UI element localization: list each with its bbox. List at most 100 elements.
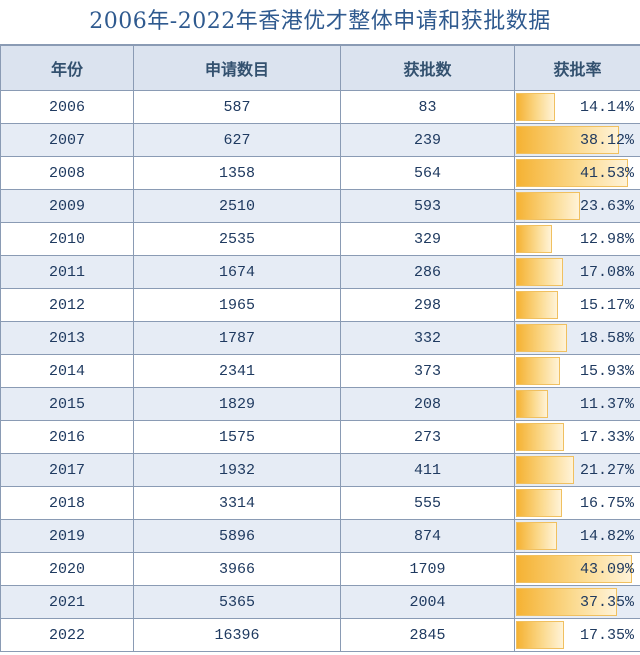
- applications-cell: 1358: [133, 156, 341, 190]
- applications-cell: 627: [133, 123, 341, 157]
- approved-cell: 555: [340, 486, 515, 520]
- applications-cell: 2510: [133, 189, 341, 223]
- year-cell: 2018: [0, 486, 134, 520]
- header-rate: 获批率: [514, 45, 640, 91]
- applications-cell: 1787: [133, 321, 341, 355]
- applications-cell: 1932: [133, 453, 341, 487]
- table-row: 2012 1965 298 15.17%: [0, 288, 640, 322]
- header-approved: 获批数: [340, 45, 515, 91]
- table-row: 2021 5365 2004 37.35%: [0, 585, 640, 619]
- table-row: 2018 3314 555 16.75%: [0, 486, 640, 520]
- rate-cell: 17.08%: [514, 255, 640, 289]
- approved-cell: 2004: [340, 585, 515, 619]
- year-cell: 2017: [0, 453, 134, 487]
- rate-cell: 23.63%: [514, 189, 640, 223]
- applications-cell: 2341: [133, 354, 341, 388]
- rate-value: 17.08%: [579, 263, 634, 281]
- rate-data-bar: [516, 192, 581, 220]
- rate-data-bar: [516, 522, 558, 550]
- table-row: 2006 587 83 14.14%: [0, 90, 640, 124]
- rate-cell: 14.82%: [514, 519, 640, 553]
- approved-cell: 874: [340, 519, 515, 553]
- applications-cell: 3966: [133, 552, 341, 586]
- applications-cell: 5896: [133, 519, 341, 553]
- rate-data-bar: [516, 423, 564, 451]
- approved-cell: 239: [340, 123, 515, 157]
- header-year: 年份: [0, 45, 134, 91]
- rate-data-bar: [516, 390, 548, 418]
- rate-value: 15.17%: [579, 296, 634, 314]
- rate-cell: 18.58%: [514, 321, 640, 355]
- rate-cell: 14.14%: [514, 90, 640, 124]
- rate-cell: 16.75%: [514, 486, 640, 520]
- year-cell: 2011: [0, 255, 134, 289]
- header-applications: 申请数目: [133, 45, 341, 91]
- approved-cell: 411: [340, 453, 515, 487]
- rate-data-bar: [516, 159, 628, 187]
- rate-data-bar: [516, 324, 567, 352]
- approved-cell: 2845: [340, 618, 515, 652]
- rate-value: 21.27%: [579, 461, 634, 479]
- approved-cell: 564: [340, 156, 515, 190]
- rate-value: 38.12%: [579, 131, 634, 149]
- table-row: 2014 2341 373 15.93%: [0, 354, 640, 388]
- approved-cell: 298: [340, 288, 515, 322]
- rate-cell: 43.09%: [514, 552, 640, 586]
- year-cell: 2021: [0, 585, 134, 619]
- applications-cell: 1575: [133, 420, 341, 454]
- rate-value: 37.35%: [579, 593, 634, 611]
- rate-value: 11.37%: [579, 395, 634, 413]
- approved-cell: 83: [340, 90, 515, 124]
- table-row: 2008 1358 564 41.53%: [0, 156, 640, 190]
- applications-cell: 1674: [133, 255, 341, 289]
- rate-cell: 17.33%: [514, 420, 640, 454]
- applications-cell: 5365: [133, 585, 341, 619]
- approved-cell: 329: [340, 222, 515, 256]
- applications-cell: 587: [133, 90, 341, 124]
- table-row: 2019 5896 874 14.82%: [0, 519, 640, 553]
- year-cell: 2008: [0, 156, 134, 190]
- rate-value: 23.63%: [579, 197, 634, 215]
- applications-cell: 2535: [133, 222, 341, 256]
- approved-cell: 273: [340, 420, 515, 454]
- rate-data-bar: [516, 621, 564, 649]
- rate-value: 12.98%: [579, 230, 634, 248]
- rate-data-bar: [516, 291, 558, 319]
- year-cell: 2007: [0, 123, 134, 157]
- table-row: 2011 1674 286 17.08%: [0, 255, 640, 289]
- rate-value: 41.53%: [579, 164, 634, 182]
- table-row: 2022 16396 2845 17.35%: [0, 618, 640, 652]
- approved-cell: 208: [340, 387, 515, 421]
- rate-value: 43.09%: [579, 560, 634, 578]
- rate-cell: 17.35%: [514, 618, 640, 652]
- table-row: 2007 627 239 38.12%: [0, 123, 640, 157]
- year-cell: 2010: [0, 222, 134, 256]
- approved-cell: 373: [340, 354, 515, 388]
- rate-value: 15.93%: [579, 362, 634, 380]
- rate-data-bar: [516, 588, 617, 616]
- table-row: 2017 1932 411 21.27%: [0, 453, 640, 487]
- rate-data-bar: [516, 555, 632, 583]
- rate-value: 17.35%: [579, 626, 634, 644]
- approved-cell: 332: [340, 321, 515, 355]
- approved-cell: 1709: [340, 552, 515, 586]
- table-row: 2016 1575 273 17.33%: [0, 420, 640, 454]
- table-row: 2020 3966 1709 43.09%: [0, 552, 640, 586]
- approval-table: 年份 申请数目 获批数 获批率 2006 587 83 14.14% 2007 627 23…: [0, 45, 640, 652]
- year-cell: 2013: [0, 321, 134, 355]
- rate-value: 16.75%: [579, 494, 634, 512]
- year-cell: 2009: [0, 189, 134, 223]
- year-cell: 2016: [0, 420, 134, 454]
- year-cell: 2012: [0, 288, 134, 322]
- rate-data-bar: [516, 93, 556, 121]
- header-row: 年份 申请数目 获批数 获批率: [0, 45, 640, 91]
- rate-cell: 21.27%: [514, 453, 640, 487]
- rate-value: 18.58%: [579, 329, 634, 347]
- rate-data-bar: [516, 126, 619, 154]
- rate-cell: 38.12%: [514, 123, 640, 157]
- table-row: 2015 1829 208 11.37%: [0, 387, 640, 421]
- rate-data-bar: [516, 456, 575, 484]
- table-title: 2006年-2022年香港优才整体申请和获批数据: [0, 0, 640, 45]
- year-cell: 2022: [0, 618, 134, 652]
